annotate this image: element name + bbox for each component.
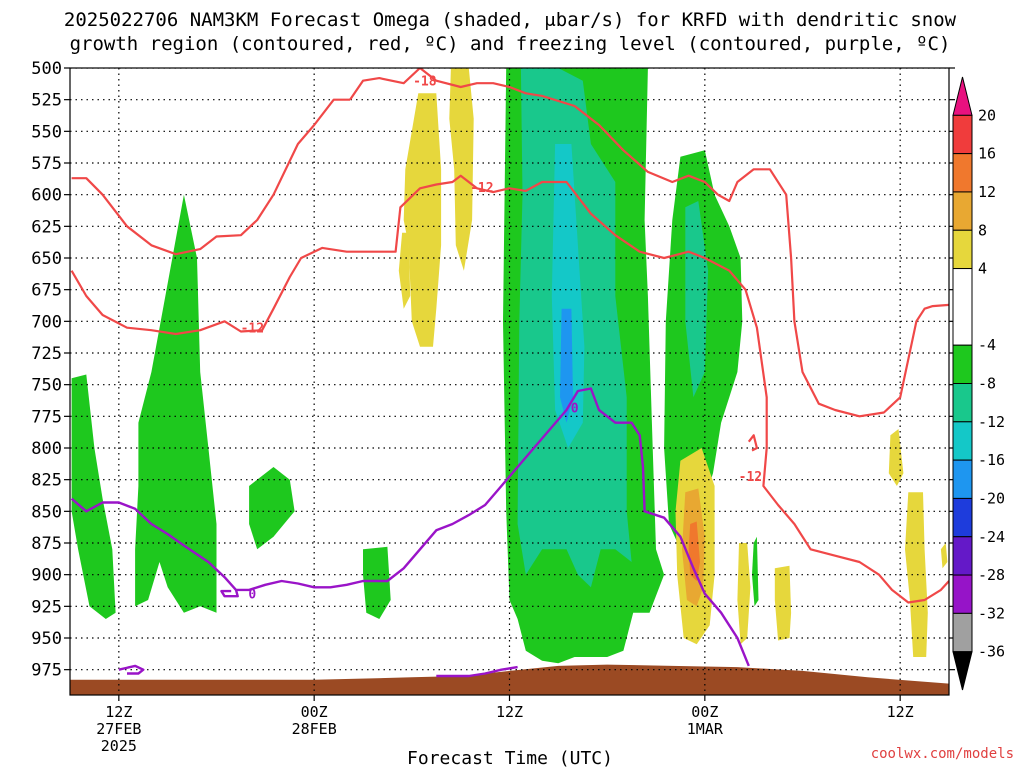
x-tick-label-3-0: 00Z [691,703,718,721]
x-tick-label-0-0: 12Z [105,703,132,721]
colorbar-bin-3 [952,191,973,231]
dgz-contour-0 [349,68,719,196]
dgz-contour-3 [717,168,949,418]
colorbar-tick-label-10: -24 [978,528,1005,546]
y-tick-label-0: 500 [31,59,62,79]
x-tick-label-1-0: 00Z [301,703,328,721]
x-tick-label-0-1: 27FEB [96,720,141,738]
y-tick-label-19: 975 [31,661,62,681]
x-tick-label-0-2: 2025 [101,737,137,755]
dgz-contour-4 [747,434,758,452]
contour-label-2: -12 [241,322,264,337]
plot-area: -18 -12 -12 -12 0 0 [70,68,949,695]
y-tick-label-16: 900 [31,566,62,586]
freezing-level-2 [436,665,518,678]
colorbar-tick-label-9: -20 [978,489,1005,507]
omega-region-17 [737,543,751,645]
y-tick-label-1: 525 [31,91,62,111]
x-tick-label-4-0: 12Z [887,703,914,721]
colorbar-tick-label-5: -4 [978,336,996,354]
credit-text: coolwx.com/models [871,746,1014,762]
omega-region-13 [398,232,411,309]
colorbar-tick-label-1: 16 [978,145,996,163]
contour-label-3: -12 [739,470,762,485]
colorbar-bin-11 [952,536,973,576]
colorbar-bin-4 [952,229,973,270]
omega-region-20 [905,492,928,657]
y-tick-label-2: 550 [31,122,62,142]
colorbar-bin-10 [952,497,973,538]
colorbar-bin-13 [952,612,973,653]
omega-region-2 [249,467,295,550]
omega-region-9 [685,201,709,398]
colorbar-bin-5 [952,268,973,346]
y-tick-label-4: 600 [31,186,62,206]
freezing-level-0 [70,387,750,667]
colorbar-tick-label-0: 20 [978,106,996,124]
x-axis-label: Forecast Time (UTC) [407,748,613,768]
y-tick-label-8: 700 [31,312,62,332]
colorbar-bin-2 [952,153,973,193]
colorbar: 20 16 12 8 4 -4 -8 -12 -16 -20 -24 -28 -32 -36 [952,76,1005,691]
colorbar-bin-7 [952,383,973,423]
colorbar-tick-label-4: 4 [978,260,987,278]
contour-label-1: -12 [470,181,493,196]
y-tick-label-11: 775 [31,407,62,427]
colorbar-tick-label-11: -28 [978,566,1005,584]
axes: 500 525 550 575 600 625 650 675 700 725 750 775 800 8… [31,59,955,755]
omega-region-3 [363,546,391,619]
omega-region-6 [551,144,585,448]
y-tick-label-3: 575 [31,154,62,174]
omega-region-21 [940,543,948,569]
freezing-level-3 [118,664,145,675]
colorbar-tick-label-12: -32 [978,604,1005,622]
x-tick-label-3-1: 1MAR [687,720,724,738]
y-tick-label-13: 825 [31,471,62,491]
y-tick-label-7: 675 [31,281,62,301]
y-tick-label-6: 650 [31,249,62,269]
omega-region-10 [752,536,759,607]
colorbar-tick-label-6: -8 [978,375,996,393]
y-tick-label-5: 625 [31,217,62,237]
omega-region-18 [774,565,792,641]
chart-title-line2: growth region (contoured, red, ºC) and f… [70,33,951,55]
omega-region-11 [403,93,442,347]
colorbar-bin-8 [952,421,973,461]
colorbar-tick-label-3: 8 [978,221,987,239]
omega-region-0 [71,374,116,619]
contour-label-0: -18 [413,75,437,90]
y-tick-label-15: 875 [31,534,62,554]
colorbar-bin-6 [952,344,973,384]
colorbar-bin-9 [952,459,973,499]
freezing-level-1 [220,589,239,598]
colorbar-tick-label-8: -16 [978,451,1005,469]
omega-region-12 [449,68,474,271]
contour-label-4: 0 [571,401,579,416]
colorbar-bin-14 [952,651,973,691]
y-tick-label-10: 750 [31,376,62,396]
y-tick-label-14: 850 [31,502,62,522]
plot-clip-group: -18 -12 -12 -12 0 0 [70,68,949,695]
dgz-contour-1 [71,98,350,256]
x-tick-label-1-1: 28FEB [292,720,337,738]
colorbar-bin-1 [952,114,973,155]
colorbar-bin-12 [952,574,973,614]
y-tick-label-12: 800 [31,439,62,459]
omega-region-1 [135,194,217,613]
colorbar-tick-label-7: -12 [978,413,1005,431]
y-tick-label-18: 950 [31,629,62,649]
dgz-contour-2 [70,174,949,604]
omega-region-7 [560,308,573,423]
y-tick-label-9: 725 [31,344,62,364]
chart-title-line1: 2025022706 NAM3KM Forecast Omega (shaded… [64,9,957,31]
colorbar-tick-label-13: -36 [978,643,1005,661]
colorbar-tick-label-2: 12 [978,183,996,201]
contour-label-5: 0 [248,588,256,603]
x-tick-label-2-0: 12Z [496,703,523,721]
y-tick-label-17: 925 [31,597,62,617]
